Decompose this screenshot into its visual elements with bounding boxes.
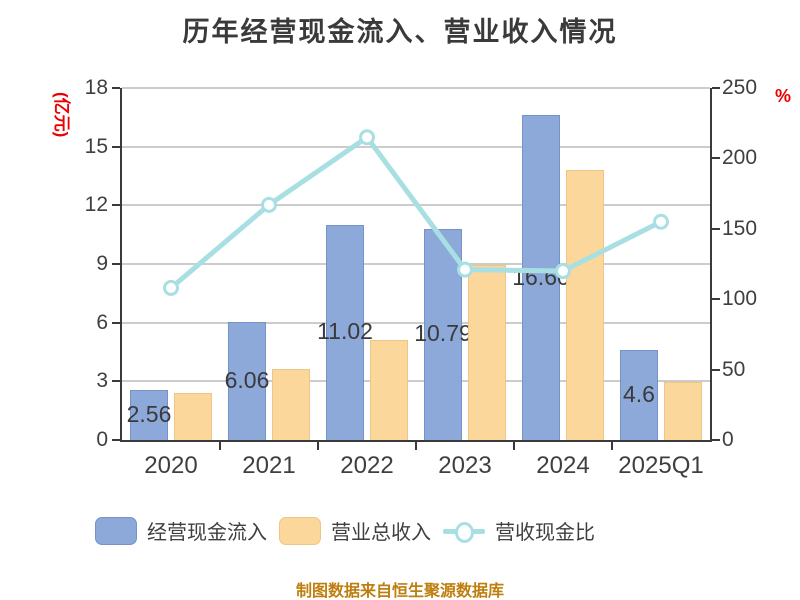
bottom-tick-mark [219,442,221,450]
ratio-line-chart [163,129,669,296]
category-label: 2022 [340,452,394,479]
bottom-tick-mark [513,442,515,450]
gridline [122,321,710,324]
bar-value-label: 2.56 [126,400,172,427]
left-tick-mark [112,439,120,441]
gridline [122,87,710,89]
category-label: 2025Q1 [618,452,704,479]
ratio-point-marker [653,213,669,230]
legend-item-revenue: 营业总收入 [279,516,431,545]
right-axis-unit: % [775,86,792,106]
ratio-point-marker [359,129,375,146]
bar-cash-inflow [326,224,364,440]
bar-revenue [566,170,604,440]
chart-title: 历年经营现金流入、营业收入情况 [182,17,618,47]
left-tick-mark [112,321,120,324]
legend-label-revenue: 营业总收入 [331,522,431,544]
left-axis-line [120,88,122,442]
category-label: 2020 [144,452,198,479]
right-tick-mark [712,227,720,230]
bar-cash-inflow [130,389,168,440]
legend: 经营现金流入 营业总收入 营收现金比 [95,516,595,545]
x-axis-line [120,440,712,442]
bar-value-label: 10.79 [414,320,472,347]
category-label: 2024 [536,452,590,479]
right-tick-mark [712,368,720,371]
category-label: 2021 [242,452,296,479]
left-tick-label: 18 [84,76,108,99]
bar-value-label: 4.6 [623,381,655,408]
cash-inflow-swatch-icon [95,516,137,545]
bottom-tick-mark [317,442,319,450]
legend-item-cash-inflow: 经营现金流入 [95,516,267,545]
left-tick-label: 3 [96,369,108,393]
left-tick-mark [112,87,120,89]
bar-value-label: 11.02 [317,318,373,345]
ratio-line [168,134,664,291]
bar-revenue [174,393,212,440]
bar-cash-inflow [620,350,658,440]
data-source-note: 制图数据来自恒生聚源数据库 [295,583,504,600]
bar-cash-inflow [424,229,462,440]
left-tick-mark [112,380,120,383]
right-tick-mark [712,439,720,441]
right-axis-line [710,88,712,442]
ratio-point-marker [163,279,179,296]
left-tick-label: 0 [96,428,108,451]
left-tick-mark [112,145,120,148]
bar-revenue [664,382,702,440]
bar-value-label: 6.06 [224,366,270,393]
left-tick-label: 15 [84,134,108,158]
left-tick-label: 9 [96,252,108,275]
bottom-tick-mark [415,442,417,450]
left-tick-mark [112,263,120,265]
legend-item-ratio: 营收现金比 [443,516,595,545]
right-tick-label: 200 [722,146,758,170]
bar-revenue [468,265,506,440]
left-tick-label: 12 [84,193,108,217]
bar-revenue [370,339,408,440]
right-tick-label: 50 [722,357,746,381]
right-tick-label: 0 [722,428,734,451]
bar-cash-inflow [228,321,266,440]
ratio-point-marker [555,263,571,280]
left-tick-label: 6 [96,310,108,334]
left-tick-mark [112,204,120,207]
bar-revenue [272,369,310,440]
ratio-line-marker-icon [443,518,485,544]
ratio-point-marker [261,196,277,213]
right-tick-label: 250 [722,76,758,99]
category-label: 2023 [438,452,492,479]
ratio-point-marker [457,261,473,278]
right-tick-label: 100 [722,287,758,311]
gridline [122,263,710,265]
gridline [122,145,710,148]
bar-cash-inflow [522,115,560,440]
right-tick-mark [712,298,720,301]
legend-label-ratio: 营收现金比 [495,522,595,544]
legend-label-cash-inflow: 经营现金流入 [147,522,267,544]
gridline [122,380,710,383]
plot-area: 2.56 6.06 11.02 10.79 16.60 4.6 [122,87,710,440]
right-tick-mark [712,87,720,89]
bottom-tick-mark [611,442,613,450]
right-tick-label: 150 [722,216,758,240]
right-tick-mark [712,157,720,160]
revenue-swatch-icon [279,516,321,545]
